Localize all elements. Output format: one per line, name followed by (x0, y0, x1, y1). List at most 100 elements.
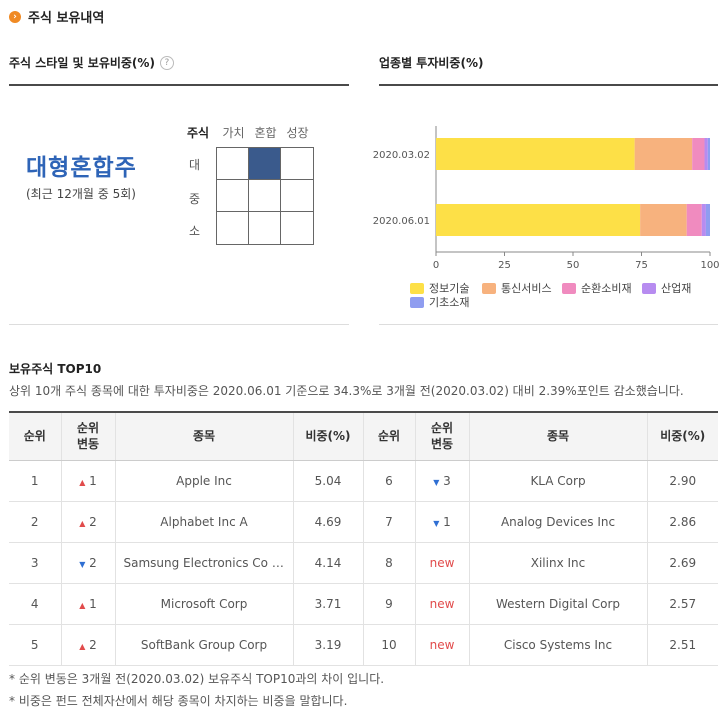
style-grid-cell (281, 212, 313, 244)
rank-change-cell: ▼ 1 (414, 501, 469, 543)
category-label: 2020.03.02 (373, 150, 430, 161)
footnote-weight: * 비중은 펀드 전체자산에서 해당 종목이 차지하는 비중을 말합니다. (9, 694, 348, 708)
table-header-row: 순위 순위 변동 종목 비중(%) 순위 순위 변동 종목 비중(%) (9, 412, 718, 461)
grid-col-growth: 성장 (286, 126, 309, 140)
weight-cell: 3.19 (292, 624, 363, 666)
bar-segment (634, 138, 693, 170)
header-rank-change-line1: 순위 (76, 421, 100, 436)
rank-change-value: 2 (89, 555, 97, 570)
weight-cell: 3.71 (292, 583, 363, 625)
footnote-rank-change: * 순위 변동은 3개월 전(2020.03.02) 보유주식 TOP10과의 … (9, 672, 385, 686)
grid-col-value: 가치 (222, 126, 245, 140)
rank-change-cell: ▲ 2 (60, 501, 115, 543)
rank-cell: 1 (9, 460, 61, 502)
bar-segment (692, 138, 705, 170)
arrow-up-icon: ▲ (79, 518, 86, 528)
sector-chart: 2020.03.02 2020.06.01 0 25 50 75 100 정보기술 통신서비스 순… (370, 100, 720, 320)
rank-change-cell: ▲ 1 (60, 583, 115, 625)
style-grid-column-labels: 주식 가치 혼합 성장 (183, 124, 323, 140)
legend-swatch (410, 297, 424, 308)
stock-name-cell[interactable]: SoftBank Group Corp (114, 624, 293, 666)
new-badge: new (429, 637, 455, 652)
grid-row-mid: 중 (189, 192, 201, 206)
header-rank-change-line2: 변동 (76, 437, 100, 452)
header-name: 종목 (114, 412, 293, 461)
bar-segment (436, 204, 641, 236)
table-row: 2 ▲ 2 Alphabet Inc A 4.69 7 ▼ 1 Analog Devices… (9, 501, 718, 543)
divider (379, 84, 718, 86)
stock-name-cell[interactable]: KLA Corp (468, 460, 647, 502)
holdings-table: 순위 순위 변동 종목 비중(%) 순위 순위 변동 종목 비중(%) 1 ▲ 1 Ap… (9, 411, 718, 666)
bar-segment (640, 204, 687, 236)
stock-name-cell[interactable]: Cisco Systems Inc (468, 624, 647, 666)
stock-name-cell[interactable]: Microsoft Corp (114, 583, 293, 625)
stock-name-cell[interactable]: Xilinx Inc (468, 542, 647, 584)
rank-cell: 10 (362, 624, 415, 666)
rank-cell: 3 (9, 542, 61, 584)
weight-cell: 2.90 (646, 460, 718, 502)
header-rank-change: 순위 변동 (414, 412, 469, 461)
table-row: 1 ▲ 1 Apple Inc 5.04 6 ▼ 3 KLA Corp 2.90 (9, 460, 718, 502)
stock-name-cell[interactable]: Apple Inc (114, 460, 293, 502)
stock-name-cell[interactable]: Western Digital Corp (468, 583, 647, 625)
top10-title: 보유주식 TOP10 (9, 362, 102, 376)
new-badge: new (429, 555, 455, 570)
rank-change-cell: ▼ 3 (414, 460, 469, 502)
bar-segment (686, 204, 702, 236)
legend-swatch (482, 283, 496, 294)
style-name: 대형혼합주 (26, 155, 137, 181)
rank-change-value: 1 (89, 596, 97, 611)
style-grid-cell (217, 148, 249, 180)
sector-panel-heading: 업종별 투자비중(%) (379, 56, 484, 70)
stock-name-cell[interactable]: Samsung Electronics Co Ltd Participating… (114, 542, 293, 584)
header-rank-change-line1: 순위 (430, 421, 454, 436)
weight-cell: 2.57 (646, 583, 718, 625)
weight-cell: 2.86 (646, 501, 718, 543)
table-row: 4 ▲ 1 Microsoft Corp 3.71 9 new Western Digita… (9, 583, 718, 625)
section-title-text: 주식 보유내역 (28, 11, 105, 26)
legend-swatch (642, 283, 656, 294)
rank-cell: 4 (9, 583, 61, 625)
top10-description: 상위 10개 주식 종목에 대한 투자비중은 2020.06.01 기준으로 3… (9, 384, 684, 398)
stock-name-cell[interactable]: Analog Devices Inc (468, 501, 647, 543)
header-rank: 순위 (9, 412, 61, 461)
grid-row-large: 대 (189, 158, 201, 172)
x-tick-label: 75 (635, 260, 648, 271)
bar-segment (701, 204, 706, 236)
grid-row-small: 소 (189, 224, 201, 238)
chevron-right-icon: › (9, 10, 21, 23)
stock-name-cell[interactable]: Alphabet Inc A (114, 501, 293, 543)
arrow-up-icon: ▲ (79, 477, 86, 487)
divider (9, 84, 349, 86)
rank-cell: 6 (362, 460, 415, 502)
arrow-up-icon: ▲ (79, 600, 86, 610)
arrow-down-icon: ▼ (433, 477, 440, 487)
rank-change-cell: ▲ 2 (60, 624, 115, 666)
rank-cell: 9 (362, 583, 415, 625)
weight-cell: 5.04 (292, 460, 363, 502)
sector-chart-svg: 2020.03.02 2020.06.01 0 25 50 75 100 정보기술 통신서비스 순… (373, 126, 720, 309)
weight-cell: 4.69 (292, 501, 363, 543)
rank-change-cell: new (414, 542, 469, 584)
style-frequency: (최근 12개월 중 5회) (26, 187, 136, 201)
rank-cell: 5 (9, 624, 61, 666)
header-weight: 비중(%) (646, 412, 718, 461)
rank-change-value: 2 (89, 514, 97, 529)
legend-label: 통신서비스 (501, 282, 552, 295)
rank-change-cell: ▼ 2 (60, 542, 115, 584)
rank-cell: 8 (362, 542, 415, 584)
bar-segment (436, 138, 635, 170)
rank-change-cell: ▲ 1 (60, 460, 115, 502)
bar-segment (704, 138, 708, 170)
divider (9, 324, 349, 325)
table-row: 5 ▲ 2 SoftBank Group Corp 3.19 10 new Cisco Sy… (9, 624, 718, 666)
header-rank: 순위 (362, 412, 415, 461)
rank-change-value: 3 (443, 473, 451, 488)
legend-swatch (410, 283, 424, 294)
style-grid-cell (217, 180, 249, 212)
style-grid-cell (249, 148, 281, 180)
help-icon[interactable]: ? (159, 55, 174, 70)
legend-label: 기초소재 (429, 296, 469, 309)
legend-swatch (562, 283, 576, 294)
